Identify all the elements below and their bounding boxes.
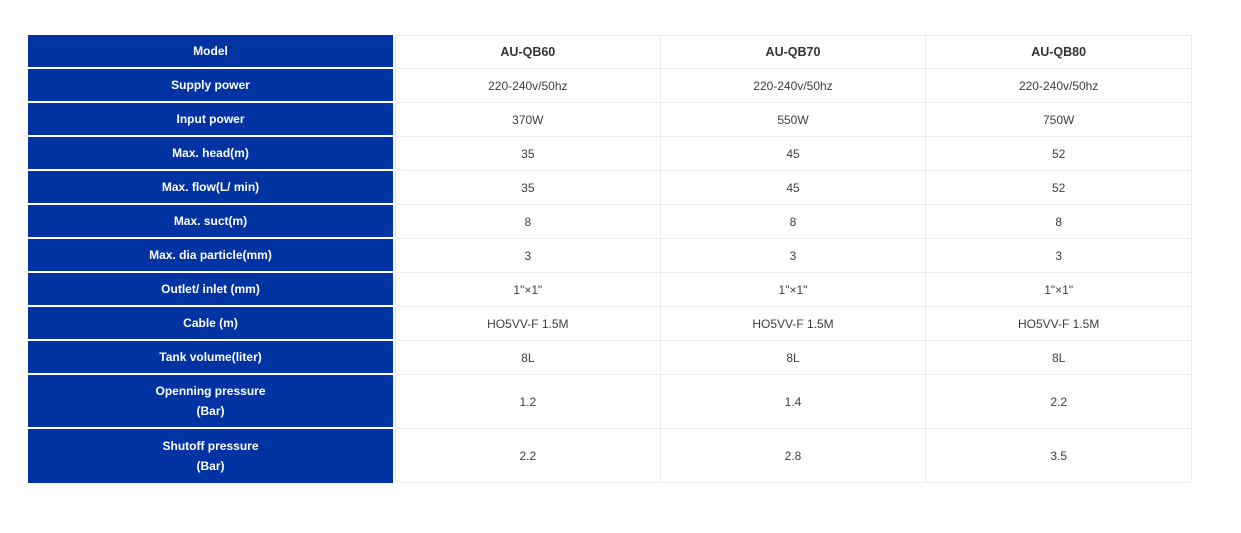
cell-qb70-cable: HO5VV-F 1.5M bbox=[660, 307, 927, 341]
cell-qb80-max-suct: 8 bbox=[926, 205, 1192, 239]
row-label-tank-volume: Tank volume(liter) bbox=[28, 341, 395, 375]
row-label-max-dia-particle: Max. dia particle(mm) bbox=[28, 239, 395, 273]
cell-qb80-input-power: 750W bbox=[926, 103, 1192, 137]
row-label-cable: Cable (m) bbox=[28, 307, 395, 341]
cell-qb60-max-suct: 8 bbox=[395, 205, 661, 239]
cell-qb70-max-suct: 8 bbox=[660, 205, 927, 239]
cell-qb60-openning-pressure: 1.2 bbox=[395, 375, 661, 429]
cell-qb60-max-dia-particle: 3 bbox=[395, 239, 661, 273]
cell-qb80-max-flow: 52 bbox=[926, 171, 1192, 205]
row-label-max-flow: Max. flow(L/ min) bbox=[28, 171, 395, 205]
cell-qb80-max-head: 52 bbox=[926, 137, 1192, 171]
row-label-max-head: Max. head(m) bbox=[28, 137, 395, 171]
cell-qb80-outlet-inlet: 1"×1" bbox=[926, 273, 1192, 307]
cell-qb60-outlet-inlet: 1"×1" bbox=[395, 273, 661, 307]
cell-qb60-input-power: 370W bbox=[395, 103, 661, 137]
cell-qb80-supply-power: 220-240v/50hz bbox=[926, 69, 1192, 103]
cell-qb70-tank-volume: 8L bbox=[660, 341, 927, 375]
cell-qb60-tank-volume: 8L bbox=[395, 341, 661, 375]
cell-qb70-max-flow: 45 bbox=[660, 171, 927, 205]
cell-qb80-tank-volume: 8L bbox=[926, 341, 1192, 375]
cell-qb70-supply-power: 220-240v/50hz bbox=[660, 69, 927, 103]
row-label-line1: Shutoff pressure bbox=[162, 439, 259, 453]
cell-qb60-shutoff-pressure: 2.2 bbox=[395, 429, 661, 483]
cell-qb80-max-dia-particle: 3 bbox=[926, 239, 1192, 273]
cell-qb60-max-head: 35 bbox=[395, 137, 661, 171]
row-label-line2: (Bar) bbox=[196, 459, 225, 473]
cell-qb60-supply-power: 220-240v/50hz bbox=[395, 69, 661, 103]
col-header-au-qb70: AU-QB70 bbox=[660, 35, 927, 69]
row-label-outlet-inlet: Outlet/ inlet (mm) bbox=[28, 273, 395, 307]
row-label-openning-pressure: Openning pressure (Bar) bbox=[28, 375, 395, 429]
col-header-au-qb60: AU-QB60 bbox=[395, 35, 661, 69]
cell-qb70-max-head: 45 bbox=[660, 137, 927, 171]
row-label-shutoff-pressure: Shutoff pressure (Bar) bbox=[28, 429, 395, 483]
row-label-input-power: Input power bbox=[28, 103, 395, 137]
corner-header-model: Model bbox=[28, 35, 395, 69]
cell-qb80-openning-pressure: 2.2 bbox=[926, 375, 1192, 429]
cell-qb60-cable: HO5VV-F 1.5M bbox=[395, 307, 661, 341]
cell-qb60-max-flow: 35 bbox=[395, 171, 661, 205]
cell-qb80-cable: HO5VV-F 1.5M bbox=[926, 307, 1192, 341]
row-label-supply-power: Supply power bbox=[28, 69, 395, 103]
cell-qb70-max-dia-particle: 3 bbox=[660, 239, 927, 273]
cell-qb80-shutoff-pressure: 3.5 bbox=[926, 429, 1192, 483]
row-label-max-suct: Max. suct(m) bbox=[28, 205, 395, 239]
cell-qb70-shutoff-pressure: 2.8 bbox=[660, 429, 927, 483]
row-label-line1: Openning pressure bbox=[155, 384, 266, 398]
col-header-au-qb80: AU-QB80 bbox=[926, 35, 1192, 69]
row-label-line2: (Bar) bbox=[196, 404, 225, 418]
product-spec-table: Model AU-QB60 AU-QB70 AU-QB80 Supply pow… bbox=[28, 35, 1192, 483]
cell-qb70-input-power: 550W bbox=[660, 103, 927, 137]
cell-qb70-outlet-inlet: 1"×1" bbox=[660, 273, 927, 307]
cell-qb70-openning-pressure: 1.4 bbox=[660, 375, 927, 429]
